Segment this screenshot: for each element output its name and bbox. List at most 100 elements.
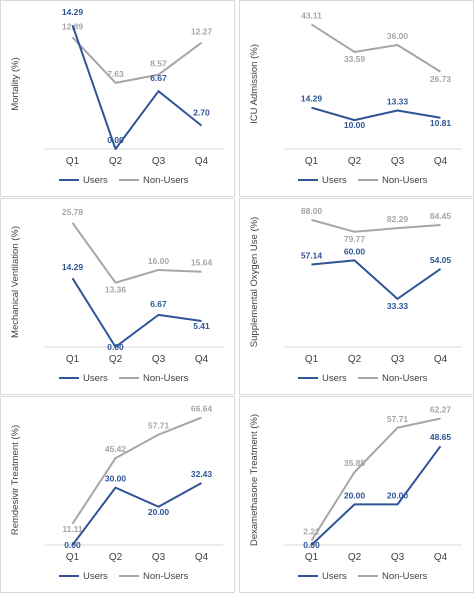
data-label-users: 10.00 — [344, 120, 366, 130]
data-label-users: 2.70 — [193, 108, 210, 118]
data-label-non-users: 13.36 — [105, 285, 127, 295]
series-line-users — [310, 445, 442, 546]
data-label-users: 48.65 — [430, 432, 452, 442]
legend: Users Non-Users — [59, 571, 189, 582]
data-label-non-users: 12.27 — [191, 27, 213, 37]
data-label-users: 54.05 — [430, 255, 452, 265]
legend: Users Non-Users — [298, 373, 428, 384]
data-label-users: 57.14 — [301, 250, 323, 260]
data-label-users: 0.00 — [107, 135, 124, 145]
data-label-users: 0.00 — [107, 342, 124, 352]
data-label-users: 6.67 — [150, 73, 167, 83]
x-tick-label: Q1 — [66, 156, 80, 167]
data-label-non-users: 8.57 — [150, 59, 167, 69]
y-axis-label: Dexamethasone Treatment (%) — [249, 414, 260, 546]
chart-panel: Mechanical Ventilation (%) Q1 Q2 Q3 Q4 25.78 1… — [0, 198, 235, 395]
data-label-non-users: 79.77 — [344, 234, 366, 244]
x-tick-label: Q4 — [434, 156, 448, 167]
line-chart: Supplemental Oxygen Use (%) Q1 Q2 Q3 Q4 88.00… — [249, 206, 462, 384]
data-label-users: 33.33 — [387, 301, 409, 311]
x-tick-label: Q4 — [195, 552, 209, 563]
data-label-non-users: 43.11 — [301, 10, 322, 20]
legend-label-non-users: Non-Users — [382, 175, 428, 186]
chart-panel: Supplemental Oxygen Use (%) Q1 Q2 Q3 Q4 88.00… — [239, 198, 474, 395]
legend-label-users: Users — [322, 175, 347, 186]
data-label-users: 0.00 — [64, 540, 81, 550]
x-tick-label: Q3 — [391, 552, 405, 563]
data-label-non-users: 82.29 — [387, 214, 409, 224]
series-line-users — [71, 24, 203, 150]
series-line-non-users — [71, 222, 202, 284]
data-label-users: 32.43 — [191, 469, 213, 479]
data-label-non-users: 16.00 — [148, 256, 170, 266]
line-chart: ICU Admission (%) Q1 Q2 Q3 Q4 43.11 33.59 36.00… — [249, 10, 462, 186]
legend-label-non-users: Non-Users — [143, 373, 189, 384]
data-label-users: 60.00 — [344, 246, 366, 256]
x-tick-label: Q3 — [152, 156, 166, 167]
legend-label-users: Users — [322, 571, 347, 582]
x-tick-label: Q2 — [348, 156, 362, 167]
chart-panel: Dexamethasone Treatment (%) Q1 Q2 Q3 Q4 2.22 3… — [239, 396, 474, 593]
chart-panel: Remdesivir Treatment (%) Q1 Q2 Q3 Q4 11.11 45.… — [0, 396, 235, 593]
legend-label-non-users: Non-Users — [382, 373, 428, 384]
line-chart: Mortality (%)Q1 Q2 Q3 Q412.897.638.5712.271… — [10, 7, 223, 186]
chart-panel: Mortality (%) Q1 Q2 Q3 Q4 12.89 7.63 8.57 12.27 1… — [0, 0, 235, 197]
data-label-non-users: 26.73 — [430, 74, 452, 84]
data-label-non-users: 11.11 — [62, 524, 83, 534]
data-label-non-users: 62.27 — [430, 405, 452, 415]
data-label-users: 20.00 — [387, 490, 409, 500]
line-chart: Dexamethasone Treatment (%) Q1 Q2 Q3 Q4 2.22 3… — [249, 405, 462, 582]
y-axis-label: Remdesivir Treatment (%) — [10, 425, 21, 535]
data-label-users: 30.00 — [105, 474, 127, 484]
data-label-non-users: 33.59 — [344, 54, 366, 64]
data-label-non-users: 2.22 — [303, 526, 320, 536]
legend-label-non-users: Non-Users — [143, 175, 189, 186]
series-line-non-users — [71, 416, 202, 525]
data-label-non-users: 7.63 — [107, 69, 124, 79]
y-axis-label: Mechanical Ventilation (%) — [10, 226, 21, 338]
series-line-non-users — [71, 36, 203, 84]
series-line-non-users — [310, 417, 441, 542]
x-tick-label: Q2 — [109, 354, 123, 365]
legend: Users Non-Users — [59, 175, 189, 186]
data-label-users: 14.29 — [301, 94, 323, 104]
legend: Users Non-Users — [298, 571, 428, 582]
data-label-non-users: 57.71 — [387, 414, 409, 424]
data-label-non-users: 36.00 — [387, 31, 409, 41]
legend-label-users: Users — [83, 571, 108, 582]
x-tick-label: Q4 — [195, 354, 209, 365]
data-label-non-users: 35.88 — [344, 458, 366, 468]
series-line-non-users — [310, 23, 442, 73]
x-tick-label: Q1 — [305, 156, 319, 167]
series-line-users — [311, 106, 441, 122]
y-axis-label: ICU Admission (%) — [249, 44, 260, 124]
data-label-non-users: 66.64 — [191, 404, 213, 414]
legend: Users Non-Users — [298, 175, 428, 186]
data-label-users: 10.81 — [430, 118, 452, 128]
y-axis-label: Mortality (%) — [10, 57, 21, 110]
legend-label-users: Users — [322, 373, 347, 384]
data-label-users: 6.67 — [150, 299, 167, 309]
x-tick-label: Q1 — [66, 354, 80, 365]
legend-label-users: Users — [83, 175, 108, 186]
x-tick-label: Q2 — [109, 156, 123, 167]
x-tick-label: Q3 — [152, 354, 166, 365]
series-line-users — [71, 277, 202, 348]
legend-label-non-users: Non-Users — [382, 571, 428, 582]
data-label-users: 13.33 — [387, 96, 409, 106]
x-tick-label: Q2 — [348, 354, 362, 365]
data-label-non-users: 45.42 — [105, 444, 127, 454]
x-tick-label: Q4 — [434, 552, 448, 563]
x-tick-label: Q2 — [348, 552, 362, 563]
data-label-users: 0.00 — [303, 540, 320, 550]
chart-panel: ICU Admission (%) Q1 Q2 Q3 Q4 43.11 33.59 36.00… — [239, 0, 474, 197]
data-label-non-users: 15.64 — [191, 258, 213, 268]
x-tick-label: Q4 — [434, 354, 448, 365]
data-label-users: 5.41 — [193, 321, 210, 331]
series-line-users — [311, 259, 442, 300]
data-label-users: 20.00 — [344, 490, 366, 500]
legend-label-non-users: Non-Users — [143, 571, 189, 582]
y-axis-label: Supplemental Oxygen Use (%) — [249, 217, 260, 347]
series-line-users — [71, 482, 202, 546]
